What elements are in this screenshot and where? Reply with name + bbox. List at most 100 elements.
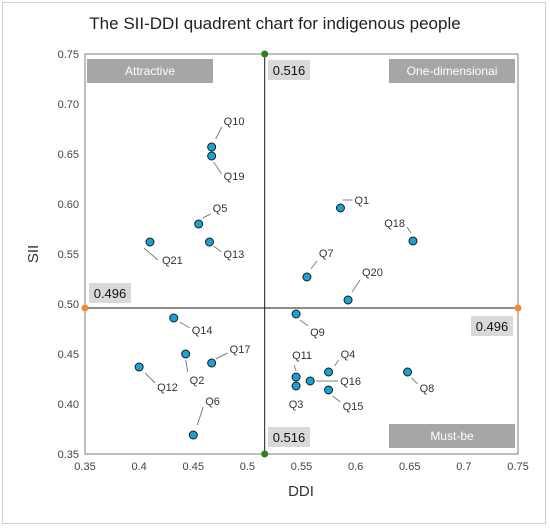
- point-label: Q9: [310, 327, 325, 339]
- data-point: [291, 309, 301, 319]
- point-leader-line: [213, 161, 223, 175]
- x-tick-label: 0.45: [183, 461, 204, 473]
- data-point: [207, 142, 217, 152]
- point-leader-line: [202, 213, 211, 219]
- x-tick-label: 0.7: [456, 461, 471, 473]
- sii-threshold-label-left: 0.496: [94, 286, 127, 301]
- point-leader-line: [144, 372, 156, 384]
- ddi-threshold-marker-bottom: [261, 450, 269, 458]
- data-point: [291, 372, 301, 382]
- point-label: Q19: [224, 171, 245, 183]
- point-label: Q3: [289, 399, 304, 411]
- y-tick-label: 0.60: [58, 199, 79, 211]
- point-leader-line: [411, 377, 418, 385]
- point-label: Q12: [157, 382, 178, 394]
- data-point: [169, 313, 179, 323]
- y-tick-label: 0.50: [58, 299, 79, 311]
- ddi-threshold-label-bottom: 0.516: [273, 430, 306, 445]
- x-tick-label: 0.4: [131, 461, 146, 473]
- x-axis-label: DDI: [288, 483, 314, 500]
- point-label: Q17: [230, 344, 251, 356]
- data-point: [188, 430, 198, 440]
- data-point: [204, 237, 214, 247]
- point-label: Q18: [384, 218, 405, 230]
- point-label: Q4: [341, 349, 356, 361]
- point-label: Q1: [354, 195, 369, 207]
- quadrant-label-attractive-box: [87, 59, 213, 83]
- chart-title: The SII-DDI quadrent chart for indigenou…: [89, 14, 461, 33]
- x-tick-label: 0.65: [399, 461, 420, 473]
- point-label: Q7: [319, 248, 334, 260]
- point-leader-line: [215, 126, 223, 140]
- x-tick-label: 0.5: [240, 461, 255, 473]
- point-label: Q2: [190, 375, 205, 387]
- data-point: [194, 219, 204, 229]
- sii-threshold-label-right-box: [471, 316, 513, 336]
- data-point: [324, 385, 334, 395]
- data-point: [134, 362, 144, 372]
- data-point: [145, 237, 155, 247]
- y-tick-label: 0.70: [58, 99, 79, 111]
- point-label: Q14: [192, 325, 213, 337]
- x-tick-label: 0.35: [74, 461, 95, 473]
- quadrant-label-must-be-box: [389, 424, 515, 448]
- y-tick-label: 0.35: [58, 449, 79, 461]
- data-point: [408, 236, 418, 246]
- point-label: Q13: [223, 249, 244, 261]
- sii-threshold-label-right: 0.496: [476, 319, 509, 334]
- quadrant-label-must-be: Must-be: [430, 429, 474, 443]
- point-leader-line: [215, 352, 228, 360]
- y-tick-label: 0.75: [58, 49, 79, 61]
- chart-frame: [2, 2, 546, 524]
- point-label: Q10: [224, 116, 245, 128]
- data-point: [305, 376, 315, 386]
- sii-threshold-marker-left: [81, 304, 89, 312]
- point-leader-line: [406, 226, 412, 234]
- plot-area: [84, 53, 519, 455]
- ddi-threshold-marker-top: [261, 50, 269, 58]
- sii-threshold-marker-right: [514, 304, 522, 312]
- point-leader-line: [334, 359, 339, 367]
- ddi-threshold-label-top: 0.516: [273, 63, 306, 78]
- point-leader-line: [310, 260, 318, 270]
- data-point: [335, 203, 345, 213]
- data-point: [343, 295, 353, 305]
- sii-threshold-label-left-box: [89, 283, 131, 303]
- quadrant-label-attractive: Attractive: [125, 64, 175, 78]
- point-leader-line: [332, 395, 341, 403]
- data-point: [207, 151, 217, 161]
- point-label: Q11: [292, 350, 312, 362]
- y-axis-label: SII: [25, 245, 42, 263]
- data-point: [207, 358, 217, 368]
- point-leader-line: [196, 406, 204, 426]
- point-leader-line: [299, 319, 309, 327]
- point-leader-line: [213, 245, 222, 253]
- point-label: Q5: [213, 203, 228, 215]
- y-tick-label: 0.55: [58, 249, 79, 261]
- data-point: [302, 272, 312, 282]
- point-label: Q6: [205, 396, 220, 408]
- quadrant-label-one-dimensional: One-dimensionai: [407, 64, 498, 78]
- x-tick-label: 0.55: [291, 461, 312, 473]
- y-tick-label: 0.65: [58, 149, 79, 161]
- point-leader-line: [143, 247, 159, 261]
- quadrant-label-one-dimensional-box: [389, 59, 515, 83]
- point-label: Q8: [420, 383, 435, 395]
- data-point: [291, 381, 301, 391]
- data-point: [181, 349, 191, 359]
- point-leader-line: [179, 321, 191, 329]
- point-label: Q16: [340, 376, 361, 388]
- point-label: Q20: [362, 267, 383, 279]
- y-tick-label: 0.45: [58, 349, 79, 361]
- point-leader-line: [293, 364, 297, 372]
- ddi-threshold-label-bottom-box: [268, 427, 310, 447]
- x-tick-label: 0.75: [507, 461, 528, 473]
- point-label: Q21: [162, 255, 183, 267]
- point-label: Q15: [343, 401, 364, 413]
- y-tick-label: 0.40: [58, 399, 79, 411]
- point-leader-line: [185, 359, 189, 373]
- data-point: [403, 367, 413, 377]
- data-point: [324, 367, 334, 377]
- x-tick-label: 0.6: [348, 461, 363, 473]
